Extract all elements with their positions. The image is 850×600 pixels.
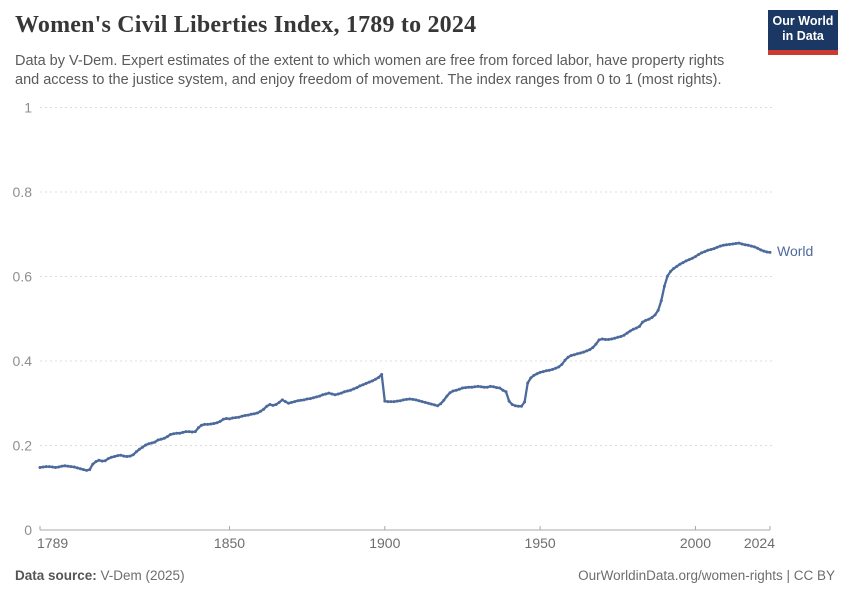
svg-text:0.2: 0.2 [13, 438, 33, 454]
svg-text:1850: 1850 [214, 535, 245, 551]
data-source-label: Data source: [15, 568, 97, 583]
y-axis-labels: 0 0.2 0.4 0.6 0.8 1 [13, 100, 33, 539]
svg-text:0: 0 [24, 522, 32, 538]
chart-title: Women's Civil Liberties Index, 1789 to 2… [15, 12, 477, 38]
owid-logo-line2: in Data [782, 29, 824, 43]
footer-credit-link[interactable]: OurWorldinData.org/women-rights | CC BY [578, 568, 835, 583]
svg-text:2024: 2024 [744, 535, 775, 551]
data-source-note: Data source: V-Dem (2025) [15, 568, 185, 583]
owid-logo-line1: Our World [772, 14, 834, 28]
series-line-world [38, 241, 772, 472]
svg-text:2000: 2000 [680, 535, 711, 551]
owid-logo[interactable]: Our World in Data [768, 10, 838, 55]
chart-subtitle-line1: Data by V-Dem. Expert estimates of the e… [15, 53, 725, 69]
svg-text:1900: 1900 [369, 535, 400, 551]
svg-text:1: 1 [24, 100, 32, 116]
chart-subtitle-line2: and access to the justice system, and en… [15, 72, 722, 88]
x-axis-ticks [39, 526, 771, 530]
x-axis-labels: 1789 1850 1900 1950 2000 2024 [37, 535, 775, 551]
svg-text:0.8: 0.8 [13, 184, 33, 200]
chart-subtitle: Data by V-Dem. Expert estimates of the e… [15, 52, 785, 90]
world-series-label[interactable]: World [777, 243, 814, 260]
svg-text:0.6: 0.6 [13, 269, 33, 285]
series-points-world [38, 241, 772, 472]
data-source-value: V-Dem (2025) [96, 568, 185, 583]
svg-text:0.4: 0.4 [13, 353, 33, 369]
y-gridlines [40, 107, 772, 531]
svg-text:1950: 1950 [525, 535, 556, 551]
svg-text:1789: 1789 [37, 535, 68, 551]
